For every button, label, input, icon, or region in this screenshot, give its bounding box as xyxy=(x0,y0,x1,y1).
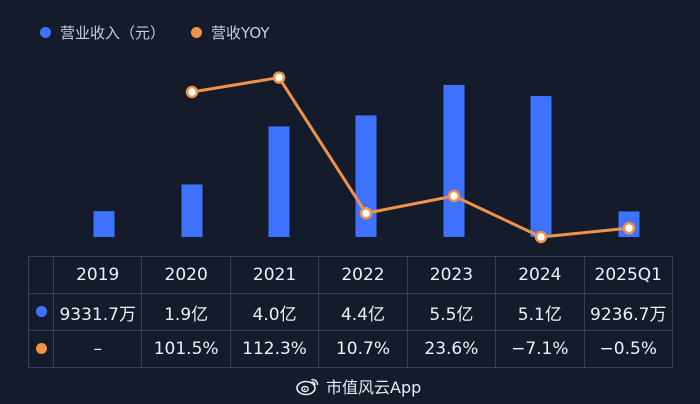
yoy-cell: 10.7% xyxy=(318,330,408,368)
yoy-point-2022 xyxy=(359,206,373,220)
revenue-bar-2023 xyxy=(443,85,465,237)
revenue-cell: 9331.7万 xyxy=(52,293,143,331)
legend-item-revenue: 营业收入（元） xyxy=(40,22,165,43)
data-table: 2019 2020 2021 2022 2023 2024 2025Q1 933… xyxy=(28,256,674,368)
year-header: 2021 xyxy=(229,256,320,294)
table-row-yoy: – 101.5% 112.3% 10.7% 23.6% −7.1% −0.5% xyxy=(28,330,674,368)
revenue-legend-dot-icon xyxy=(40,27,51,38)
revenue-cell: 9236.7万 xyxy=(583,293,674,331)
year-header: 2025Q1 xyxy=(583,256,674,294)
legend-item-yoy: 营收YOY xyxy=(191,22,270,43)
yoy-point-2025Q1 xyxy=(622,221,636,235)
chart-legend: 营业收入（元） 营收YOY xyxy=(40,22,296,43)
weibo-logo-icon xyxy=(296,378,319,396)
yoy-cell: – xyxy=(52,330,143,368)
revenue-dot-icon xyxy=(35,306,47,317)
yoy-point-2023 xyxy=(447,189,461,203)
header-marker-cell xyxy=(28,256,54,294)
yoy-point-2024 xyxy=(534,230,548,244)
legend-yoy-label: 营收YOY xyxy=(211,24,270,42)
revenue-cell: 5.1亿 xyxy=(495,293,585,331)
revenue-bar-2024 xyxy=(530,96,552,238)
revenue-bar-2021 xyxy=(268,126,290,237)
yoy-legend-dot-icon xyxy=(191,27,203,38)
watermark-text: 市值风云App xyxy=(326,378,422,397)
year-header: 2019 xyxy=(52,256,143,294)
year-header: 2024 xyxy=(495,256,585,294)
yoy-series-line xyxy=(191,76,630,239)
table-row-revenue: 9331.7万 1.9亿 4.0亿 4.4亿 5.5亿 5.1亿 9236.7万 xyxy=(28,293,674,331)
revenue-cell: 4.0亿 xyxy=(229,293,320,331)
year-header: 2022 xyxy=(318,256,408,294)
yoy-cell: −7.1% xyxy=(495,330,585,368)
yoy-cell: −0.5% xyxy=(583,330,674,368)
yoy-line-layer xyxy=(185,71,636,244)
revenue-row-marker xyxy=(28,293,54,331)
revenue-cell: 5.5亿 xyxy=(406,293,497,331)
year-header: 2020 xyxy=(141,256,231,294)
revenue-cell: 1.9亿 xyxy=(141,293,231,331)
yoy-point-2020 xyxy=(185,85,199,99)
revenue-cell: 4.4亿 xyxy=(318,293,408,331)
revenue-bar-2020 xyxy=(181,184,203,237)
yoy-cell: 101.5% xyxy=(141,330,231,368)
year-header: 2023 xyxy=(406,256,497,294)
yoy-row-marker xyxy=(28,330,54,368)
table-header-row: 2019 2020 2021 2022 2023 2024 2025Q1 xyxy=(28,256,674,294)
legend-revenue-label: 营业收入（元） xyxy=(60,24,166,42)
revenue-bar-2019 xyxy=(93,211,115,237)
yoy-cell: 112.3% xyxy=(229,330,320,368)
yoy-point-2021 xyxy=(272,71,286,84)
watermark: 市值风云App xyxy=(296,374,421,398)
yoy-cell: 23.6% xyxy=(406,330,497,368)
yoy-dot-icon xyxy=(35,343,47,354)
